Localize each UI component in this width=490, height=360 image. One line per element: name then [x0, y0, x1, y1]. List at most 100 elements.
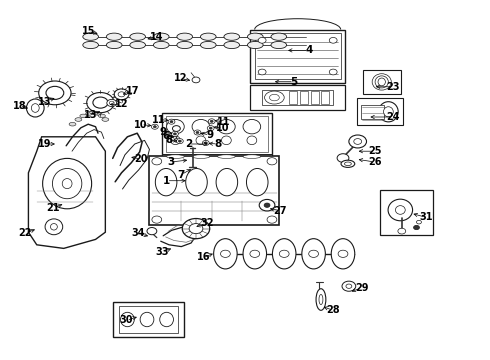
Ellipse shape: [86, 112, 93, 115]
Ellipse shape: [250, 250, 260, 257]
Ellipse shape: [160, 312, 173, 327]
Text: 14: 14: [150, 32, 164, 42]
Ellipse shape: [152, 158, 162, 165]
Text: 20: 20: [134, 154, 148, 164]
Text: 7: 7: [177, 170, 185, 180]
Ellipse shape: [398, 228, 406, 234]
Ellipse shape: [379, 102, 398, 122]
Ellipse shape: [153, 41, 169, 49]
Ellipse shape: [167, 120, 184, 134]
Ellipse shape: [200, 33, 216, 40]
Ellipse shape: [220, 250, 230, 257]
Text: 23: 23: [386, 82, 400, 92]
Ellipse shape: [107, 99, 117, 107]
Ellipse shape: [98, 114, 105, 118]
Ellipse shape: [395, 206, 405, 214]
Bar: [149, 156, 279, 225]
Ellipse shape: [80, 114, 87, 118]
Ellipse shape: [83, 33, 98, 40]
Text: 26: 26: [368, 157, 382, 167]
Ellipse shape: [271, 33, 287, 40]
Ellipse shape: [52, 168, 82, 199]
Ellipse shape: [331, 239, 355, 269]
Ellipse shape: [264, 203, 270, 207]
Bar: [250, 30, 345, 83]
Ellipse shape: [90, 111, 97, 114]
Bar: [289, 91, 297, 104]
Text: 10: 10: [134, 120, 148, 130]
Text: 11: 11: [151, 114, 165, 125]
Bar: [357, 98, 403, 125]
Ellipse shape: [267, 158, 277, 165]
Ellipse shape: [153, 126, 156, 128]
Text: 9: 9: [206, 130, 213, 140]
Text: 8: 8: [215, 139, 221, 149]
Ellipse shape: [216, 168, 238, 196]
Bar: [361, 105, 384, 118]
Ellipse shape: [349, 135, 367, 148]
Bar: [262, 90, 333, 105]
Bar: [113, 302, 184, 337]
Ellipse shape: [171, 136, 180, 145]
Ellipse shape: [279, 250, 289, 257]
Ellipse shape: [172, 131, 178, 136]
Text: 22: 22: [19, 228, 32, 238]
Text: 28: 28: [326, 305, 340, 315]
Ellipse shape: [202, 140, 209, 145]
Ellipse shape: [114, 89, 129, 100]
Ellipse shape: [354, 139, 362, 144]
Ellipse shape: [174, 139, 179, 142]
Ellipse shape: [172, 126, 180, 131]
Ellipse shape: [344, 162, 351, 166]
Ellipse shape: [69, 122, 76, 126]
Ellipse shape: [218, 155, 235, 158]
Ellipse shape: [258, 37, 266, 43]
Ellipse shape: [155, 168, 177, 196]
Ellipse shape: [87, 93, 114, 113]
Ellipse shape: [338, 250, 348, 257]
Ellipse shape: [177, 41, 193, 49]
Ellipse shape: [189, 224, 203, 234]
Ellipse shape: [221, 136, 231, 145]
Ellipse shape: [309, 250, 318, 257]
Bar: [166, 116, 268, 152]
Text: 9: 9: [160, 127, 167, 138]
Ellipse shape: [247, 41, 263, 49]
Ellipse shape: [178, 140, 181, 142]
Ellipse shape: [243, 155, 261, 158]
Ellipse shape: [329, 69, 337, 75]
Ellipse shape: [346, 284, 352, 288]
Ellipse shape: [106, 33, 122, 40]
Ellipse shape: [259, 199, 275, 211]
Ellipse shape: [46, 86, 64, 99]
Ellipse shape: [302, 239, 325, 269]
Ellipse shape: [153, 33, 169, 40]
Ellipse shape: [186, 168, 207, 196]
Ellipse shape: [83, 41, 98, 49]
Ellipse shape: [243, 120, 261, 134]
Ellipse shape: [121, 312, 134, 327]
Ellipse shape: [50, 224, 57, 230]
Ellipse shape: [106, 41, 122, 49]
Ellipse shape: [384, 107, 393, 117]
Ellipse shape: [130, 41, 146, 49]
Text: 6: 6: [162, 131, 169, 141]
Ellipse shape: [147, 228, 157, 235]
Bar: [255, 33, 341, 79]
Ellipse shape: [329, 37, 337, 43]
Text: 18: 18: [13, 101, 26, 111]
Ellipse shape: [102, 118, 109, 121]
Ellipse shape: [140, 312, 154, 327]
Text: 21: 21: [46, 203, 60, 213]
Text: 15: 15: [81, 26, 95, 36]
Ellipse shape: [39, 81, 71, 105]
Ellipse shape: [118, 92, 125, 97]
Text: 34: 34: [131, 228, 145, 238]
Text: 4: 4: [305, 45, 313, 55]
Ellipse shape: [267, 216, 277, 223]
Text: 13: 13: [38, 96, 52, 107]
Ellipse shape: [341, 160, 355, 167]
Ellipse shape: [109, 101, 114, 105]
Text: 29: 29: [355, 283, 368, 293]
Ellipse shape: [224, 41, 240, 49]
